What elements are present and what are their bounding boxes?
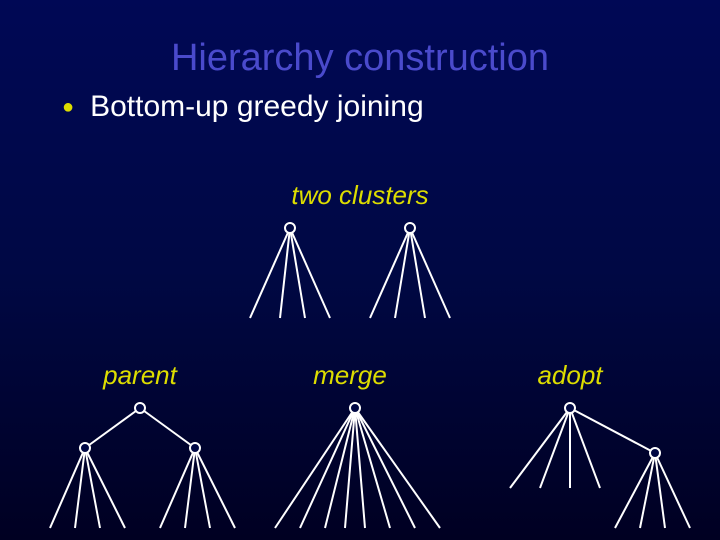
diagram-adopt [490, 398, 710, 538]
diagram-merge [255, 398, 455, 538]
caption-two-clusters: two clusters [250, 180, 470, 211]
diagram-two-clusters [230, 218, 490, 328]
caption-parent: parent [80, 360, 200, 391]
bullet-marker: ● [62, 96, 74, 119]
caption-merge: merge [290, 360, 410, 391]
slide-title: Hierarchy construction [0, 37, 720, 80]
bullet-text: Bottom-up greedy joining [90, 90, 424, 124]
caption-adopt: adopt [510, 360, 630, 391]
bullet-row: ● Bottom-up greedy joining [62, 90, 424, 124]
diagram-parent [30, 398, 250, 538]
